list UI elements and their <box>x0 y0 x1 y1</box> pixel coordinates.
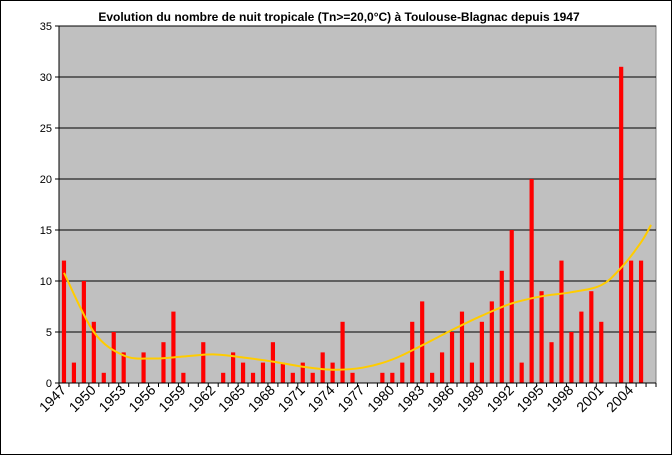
bar <box>310 372 315 383</box>
x-tick-label: 1977 <box>334 382 367 415</box>
bar <box>91 321 96 383</box>
x-tick-label: 1989 <box>454 382 487 415</box>
bar <box>201 342 206 383</box>
trendline <box>63 224 652 371</box>
bar <box>320 352 325 383</box>
bar <box>499 270 504 383</box>
y-tick-label: 20 <box>40 174 52 186</box>
bar <box>519 362 524 383</box>
x-tick-label: 1980 <box>364 382 397 415</box>
bar <box>559 260 564 383</box>
bar <box>240 362 246 383</box>
x-tick-label: 1950 <box>66 382 99 415</box>
bar <box>61 260 67 383</box>
bar <box>181 372 186 383</box>
x-tick-label: 2001 <box>573 382 606 415</box>
x-tick-label: 1953 <box>95 382 128 415</box>
x-tick-label: 1974 <box>304 382 337 415</box>
bar <box>380 372 385 383</box>
bar <box>439 352 445 383</box>
bar <box>569 332 574 383</box>
bar <box>350 372 355 383</box>
chart-title: Evolution du nombre de nuit tropicale (T… <box>98 10 580 24</box>
bar <box>549 342 554 383</box>
bar <box>260 362 266 383</box>
trend-layer <box>63 224 652 371</box>
bar <box>221 372 226 383</box>
y-tick-label: 15 <box>40 225 52 237</box>
x-tick-label: 1962 <box>185 382 218 415</box>
y-tick-labels: 0 5 10 15 20 25 30 35 <box>40 21 52 390</box>
x-tick-label: 1959 <box>155 382 188 415</box>
x-tick-label: 1968 <box>245 382 278 415</box>
bar <box>300 362 305 383</box>
bar <box>619 66 624 384</box>
plot-area <box>58 25 657 384</box>
bar <box>638 260 644 383</box>
bar <box>121 352 126 383</box>
bar <box>529 179 534 383</box>
y-tick-label: 25 <box>40 123 52 135</box>
bar <box>459 311 465 383</box>
bars-layer <box>61 66 644 384</box>
y-tick-label: 35 <box>40 21 52 33</box>
bar <box>111 332 116 383</box>
bar <box>250 372 256 383</box>
bar <box>430 372 435 383</box>
bar <box>599 321 604 383</box>
bar <box>410 321 415 383</box>
y-tick-label: 5 <box>46 327 52 339</box>
x-tick-label: 1947 <box>36 382 69 415</box>
bar <box>400 362 405 383</box>
bar <box>161 342 166 383</box>
bar <box>509 230 514 383</box>
bar <box>420 301 425 383</box>
bar <box>589 291 594 383</box>
bar <box>171 311 176 383</box>
bar <box>479 321 484 383</box>
x-tick-label: 1983 <box>394 382 427 415</box>
bar <box>330 362 335 383</box>
x-tick-label: 1965 <box>215 382 248 415</box>
x-tick-label: 1986 <box>424 382 457 415</box>
bar <box>469 362 475 383</box>
bar <box>539 291 544 383</box>
y-tick-label: 0 <box>46 378 52 390</box>
bar <box>449 332 455 383</box>
bar <box>101 372 106 383</box>
grid-layer <box>59 25 656 333</box>
bar <box>629 260 634 383</box>
bar <box>81 281 86 383</box>
bar <box>390 372 395 383</box>
y-tick-label: 10 <box>40 276 52 288</box>
x-tick-label: 1998 <box>543 382 576 415</box>
x-tick-label: 1956 <box>125 382 158 415</box>
y-tick-label: 30 <box>40 72 52 84</box>
bar <box>489 301 494 383</box>
bar <box>290 372 295 383</box>
bar <box>579 311 584 383</box>
bar <box>231 352 236 383</box>
axes-layer <box>55 25 657 387</box>
x-tick-label: 1971 <box>275 382 308 415</box>
x-tick-label: 1995 <box>513 382 546 415</box>
bar <box>340 321 345 383</box>
x-tick-label: 1992 <box>483 382 516 415</box>
x-tick-label: 2004 <box>603 382 636 415</box>
bar <box>141 352 146 383</box>
bar <box>71 362 77 383</box>
bar <box>280 362 285 383</box>
